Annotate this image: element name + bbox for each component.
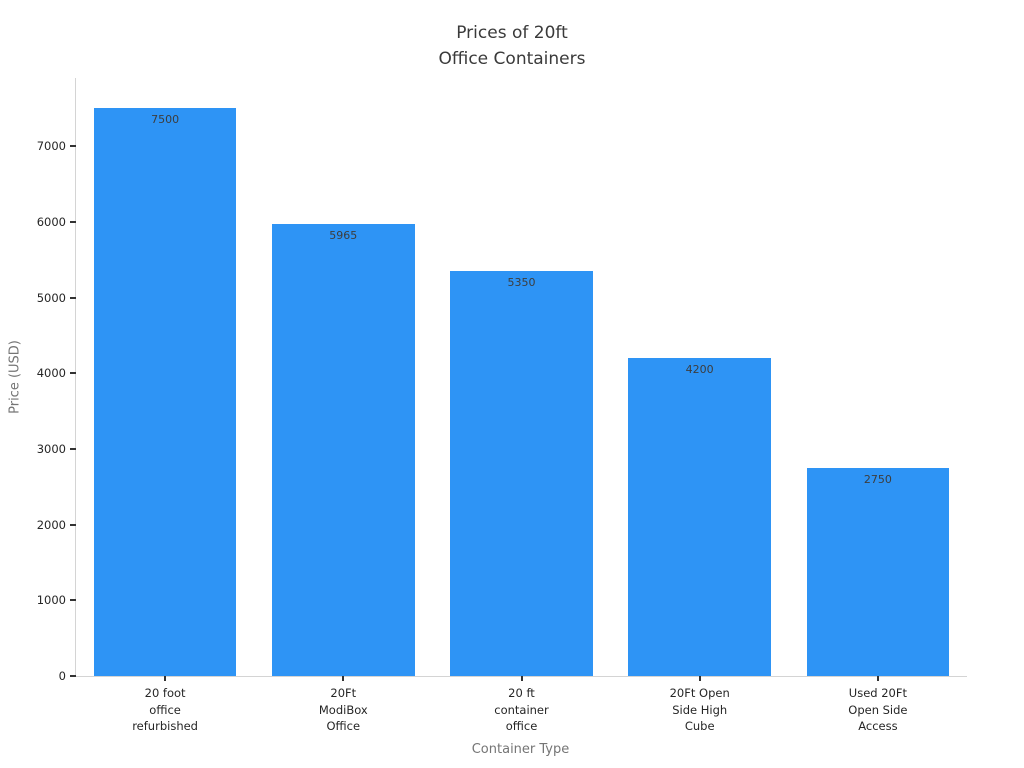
bar: 4200 — [628, 358, 771, 676]
y-tick-label: 1000 — [36, 593, 66, 608]
x-tick-mark — [520, 676, 523, 681]
x-tick-mark — [876, 676, 879, 681]
plot-area: 0 1000 2000 3000 4000 5000 6000 7000 7500 20 foot… — [37, 78, 967, 733]
x-tick-label: 20Ft Open Side High Cube — [669, 686, 730, 733]
bar: 5965 — [272, 224, 415, 676]
y-tick-label: 7000 — [36, 139, 66, 154]
x-tick-label: 20Ft ModiBox Office — [318, 686, 368, 733]
y-tick-mark — [70, 523, 76, 526]
y-tick-label: 3000 — [36, 441, 66, 456]
y-tick-label: 0 — [58, 669, 66, 683]
y-axis-title: Price (USD) — [7, 340, 23, 414]
x-tick-mark — [164, 676, 167, 681]
y-tick-mark — [70, 447, 76, 450]
y-tick-label: 5000 — [36, 290, 66, 305]
bar-value-label: 5965 — [329, 229, 358, 243]
chart-title: Prices of 20ft Office Containers — [438, 23, 586, 69]
bar-value-label: 5350 — [507, 276, 536, 290]
y-tick-mark — [70, 220, 76, 223]
y-tick-label: 2000 — [36, 517, 66, 532]
x-tick-label: 20 foot office refurbished — [132, 686, 198, 733]
x-tick-label: Used 20Ft Open Side Access — [848, 686, 908, 733]
y-tick-mark — [70, 296, 76, 299]
bar-value-label: 2750 — [863, 472, 892, 486]
y-tick-label: 6000 — [36, 214, 66, 229]
x-tick-mark — [698, 676, 701, 681]
y-tick-mark — [70, 145, 76, 148]
x-axis-title: Container Type — [471, 742, 570, 757]
y-tick-mark — [70, 599, 76, 602]
x-tick-label: 20 ft container office — [494, 686, 549, 733]
bar: 5350 — [450, 271, 593, 676]
y-tick-mark — [70, 372, 76, 375]
bar: 7500 — [93, 108, 237, 676]
bar-value-label: 4200 — [685, 363, 714, 377]
x-tick-mark — [342, 676, 345, 681]
y-tick-label: 4000 — [36, 366, 66, 381]
bar-value-label: 7500 — [151, 113, 180, 127]
bar: 2750 — [806, 467, 950, 676]
y-tick-mark — [70, 675, 76, 677]
